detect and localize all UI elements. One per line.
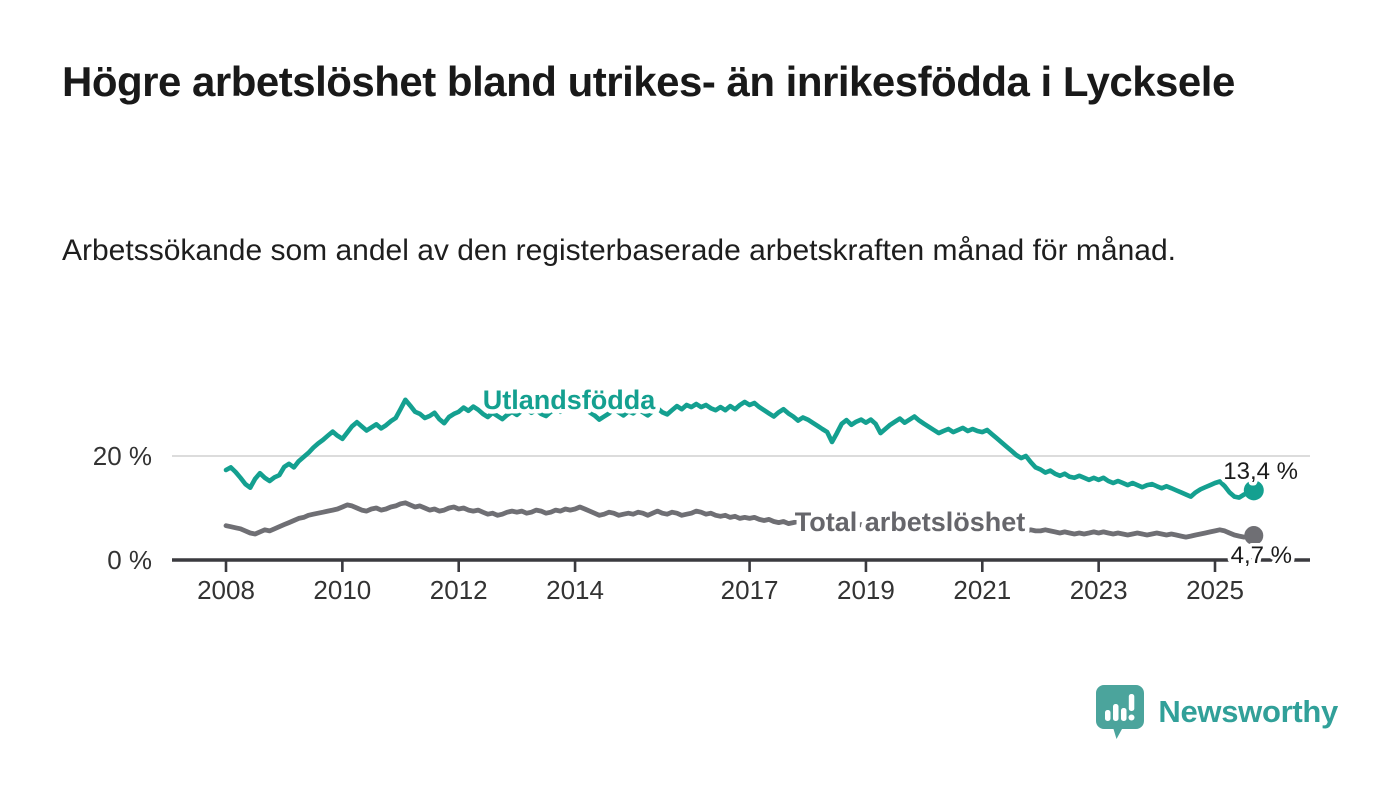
x-tick-label: 2017 (721, 575, 779, 605)
y-tick-label: 0 % (107, 545, 152, 575)
logo-bar-1 (1105, 710, 1111, 721)
series-label-utlandsfodda: Utlandsfödda (483, 385, 656, 415)
x-tick-label: 2025 (1186, 575, 1244, 605)
series-end-label-total: 4,7 % (1231, 542, 1292, 569)
series-label-total: Total arbetslöshet (795, 507, 1026, 537)
logo-exclamation-bar (1129, 694, 1135, 711)
series-end-label-utlandsfodda: 13,4 % (1223, 458, 1298, 485)
brand-name: Newsworthy (1158, 694, 1338, 729)
x-tick-label: 2008 (197, 575, 255, 605)
series-end-dot-utlandsfodda (1243, 480, 1264, 501)
x-tick-label: 2021 (953, 575, 1011, 605)
series-line-total (223, 500, 1257, 540)
logo-bar-2 (1113, 704, 1119, 721)
x-tick-label: 2010 (313, 575, 371, 605)
series-line-utlandsfodda (223, 392, 1257, 500)
logo-bubble-shape (1096, 685, 1145, 739)
page-title: Högre arbetslöshet bland utrikes- än inr… (62, 58, 1235, 105)
page-subtitle: Arbetssökande som andel av den registerb… (62, 234, 1176, 267)
logo-bar-3 (1121, 708, 1127, 721)
logo-exclamation-dot (1128, 714, 1135, 721)
x-tick-label: 2014 (546, 575, 604, 605)
y-tick-label: 20 % (93, 441, 152, 471)
newsworthy-logo-icon (1096, 685, 1145, 739)
series-end-dot-total (1244, 526, 1264, 546)
x-tick-label: 2019 (837, 575, 895, 605)
x-tick-label: 2012 (430, 575, 488, 605)
x-tick-label: 2023 (1070, 575, 1128, 605)
brand-footer: Newsworthy (1095, 684, 1338, 740)
